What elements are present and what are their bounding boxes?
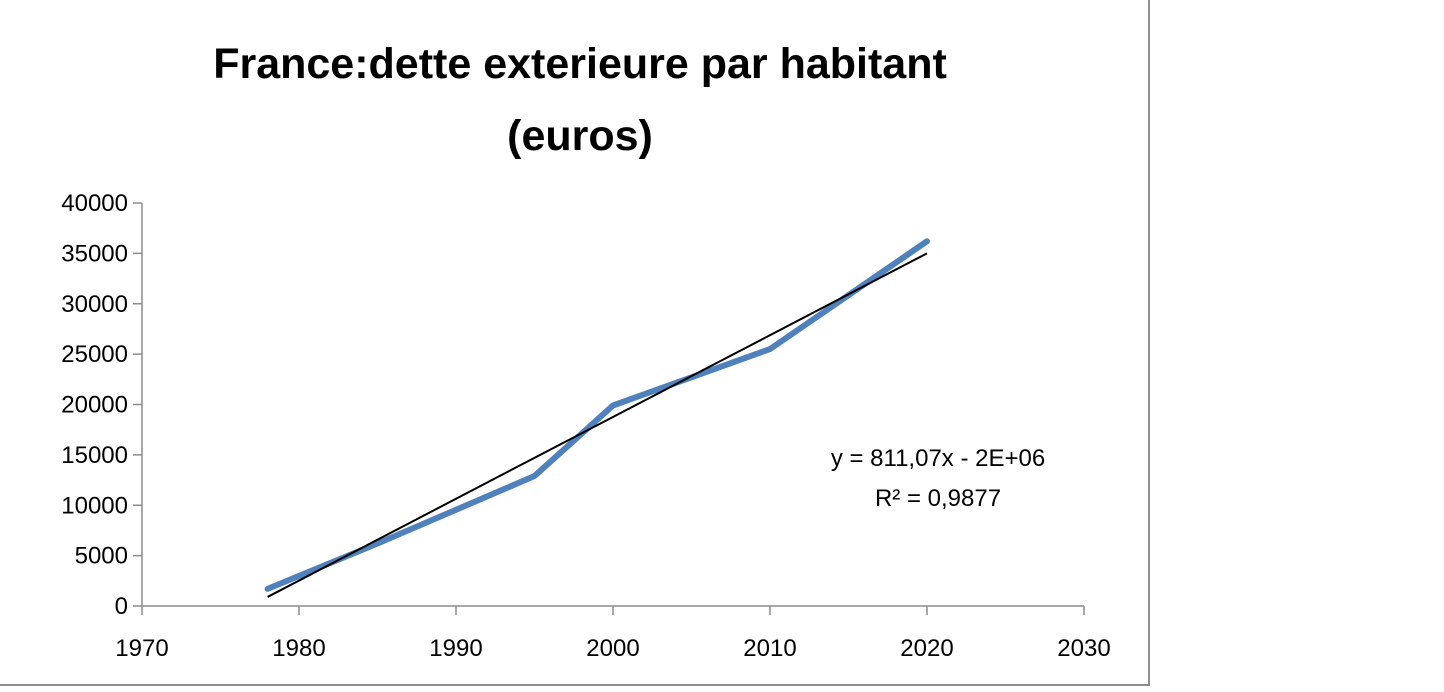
y-tick-label: 10000 bbox=[61, 492, 128, 519]
y-tick-label: 25000 bbox=[61, 341, 128, 368]
series-line bbox=[264, 238, 930, 592]
x-tick-label: 2010 bbox=[743, 635, 796, 662]
y-tick-label: 5000 bbox=[75, 543, 128, 570]
trendline-equation: y = 811,07x - 2E+06 bbox=[831, 445, 1045, 472]
y-tick-label: 15000 bbox=[61, 442, 128, 469]
chart-title-line-1: France:dette exterieure par habitant bbox=[213, 40, 947, 88]
y-tick-label: 40000 bbox=[61, 190, 128, 217]
chart-svg: France:dette exterieure par habitant (eu… bbox=[61, 40, 1111, 662]
x-axis-ticks: 1970 1980 1990 2000 2010 2020 2030 bbox=[115, 606, 1111, 662]
x-tick-label: 2000 bbox=[586, 635, 639, 662]
x-tick-label: 1990 bbox=[429, 635, 482, 662]
x-tick-label: 2020 bbox=[900, 635, 953, 662]
y-tick-label: 30000 bbox=[61, 291, 128, 318]
trendline-r-squared: R² = 0,9877 bbox=[875, 485, 1001, 512]
x-tick-label: 1980 bbox=[272, 635, 325, 662]
y-tick-label: 0 bbox=[115, 593, 128, 620]
y-tick-label: 20000 bbox=[61, 392, 128, 419]
y-axis-ticks: 0 5000 10000 15000 20000 25000 30000 35000 40000 bbox=[61, 190, 142, 620]
x-tick-label: 2030 bbox=[1057, 635, 1110, 662]
trendline bbox=[267, 252, 928, 598]
chart-area: France:dette exterieure par habitant (eu… bbox=[0, 0, 1150, 686]
x-tick-label: 1970 bbox=[115, 635, 168, 662]
chart-title-line-2: (euros) bbox=[507, 112, 653, 160]
y-tick-label: 35000 bbox=[61, 240, 128, 267]
